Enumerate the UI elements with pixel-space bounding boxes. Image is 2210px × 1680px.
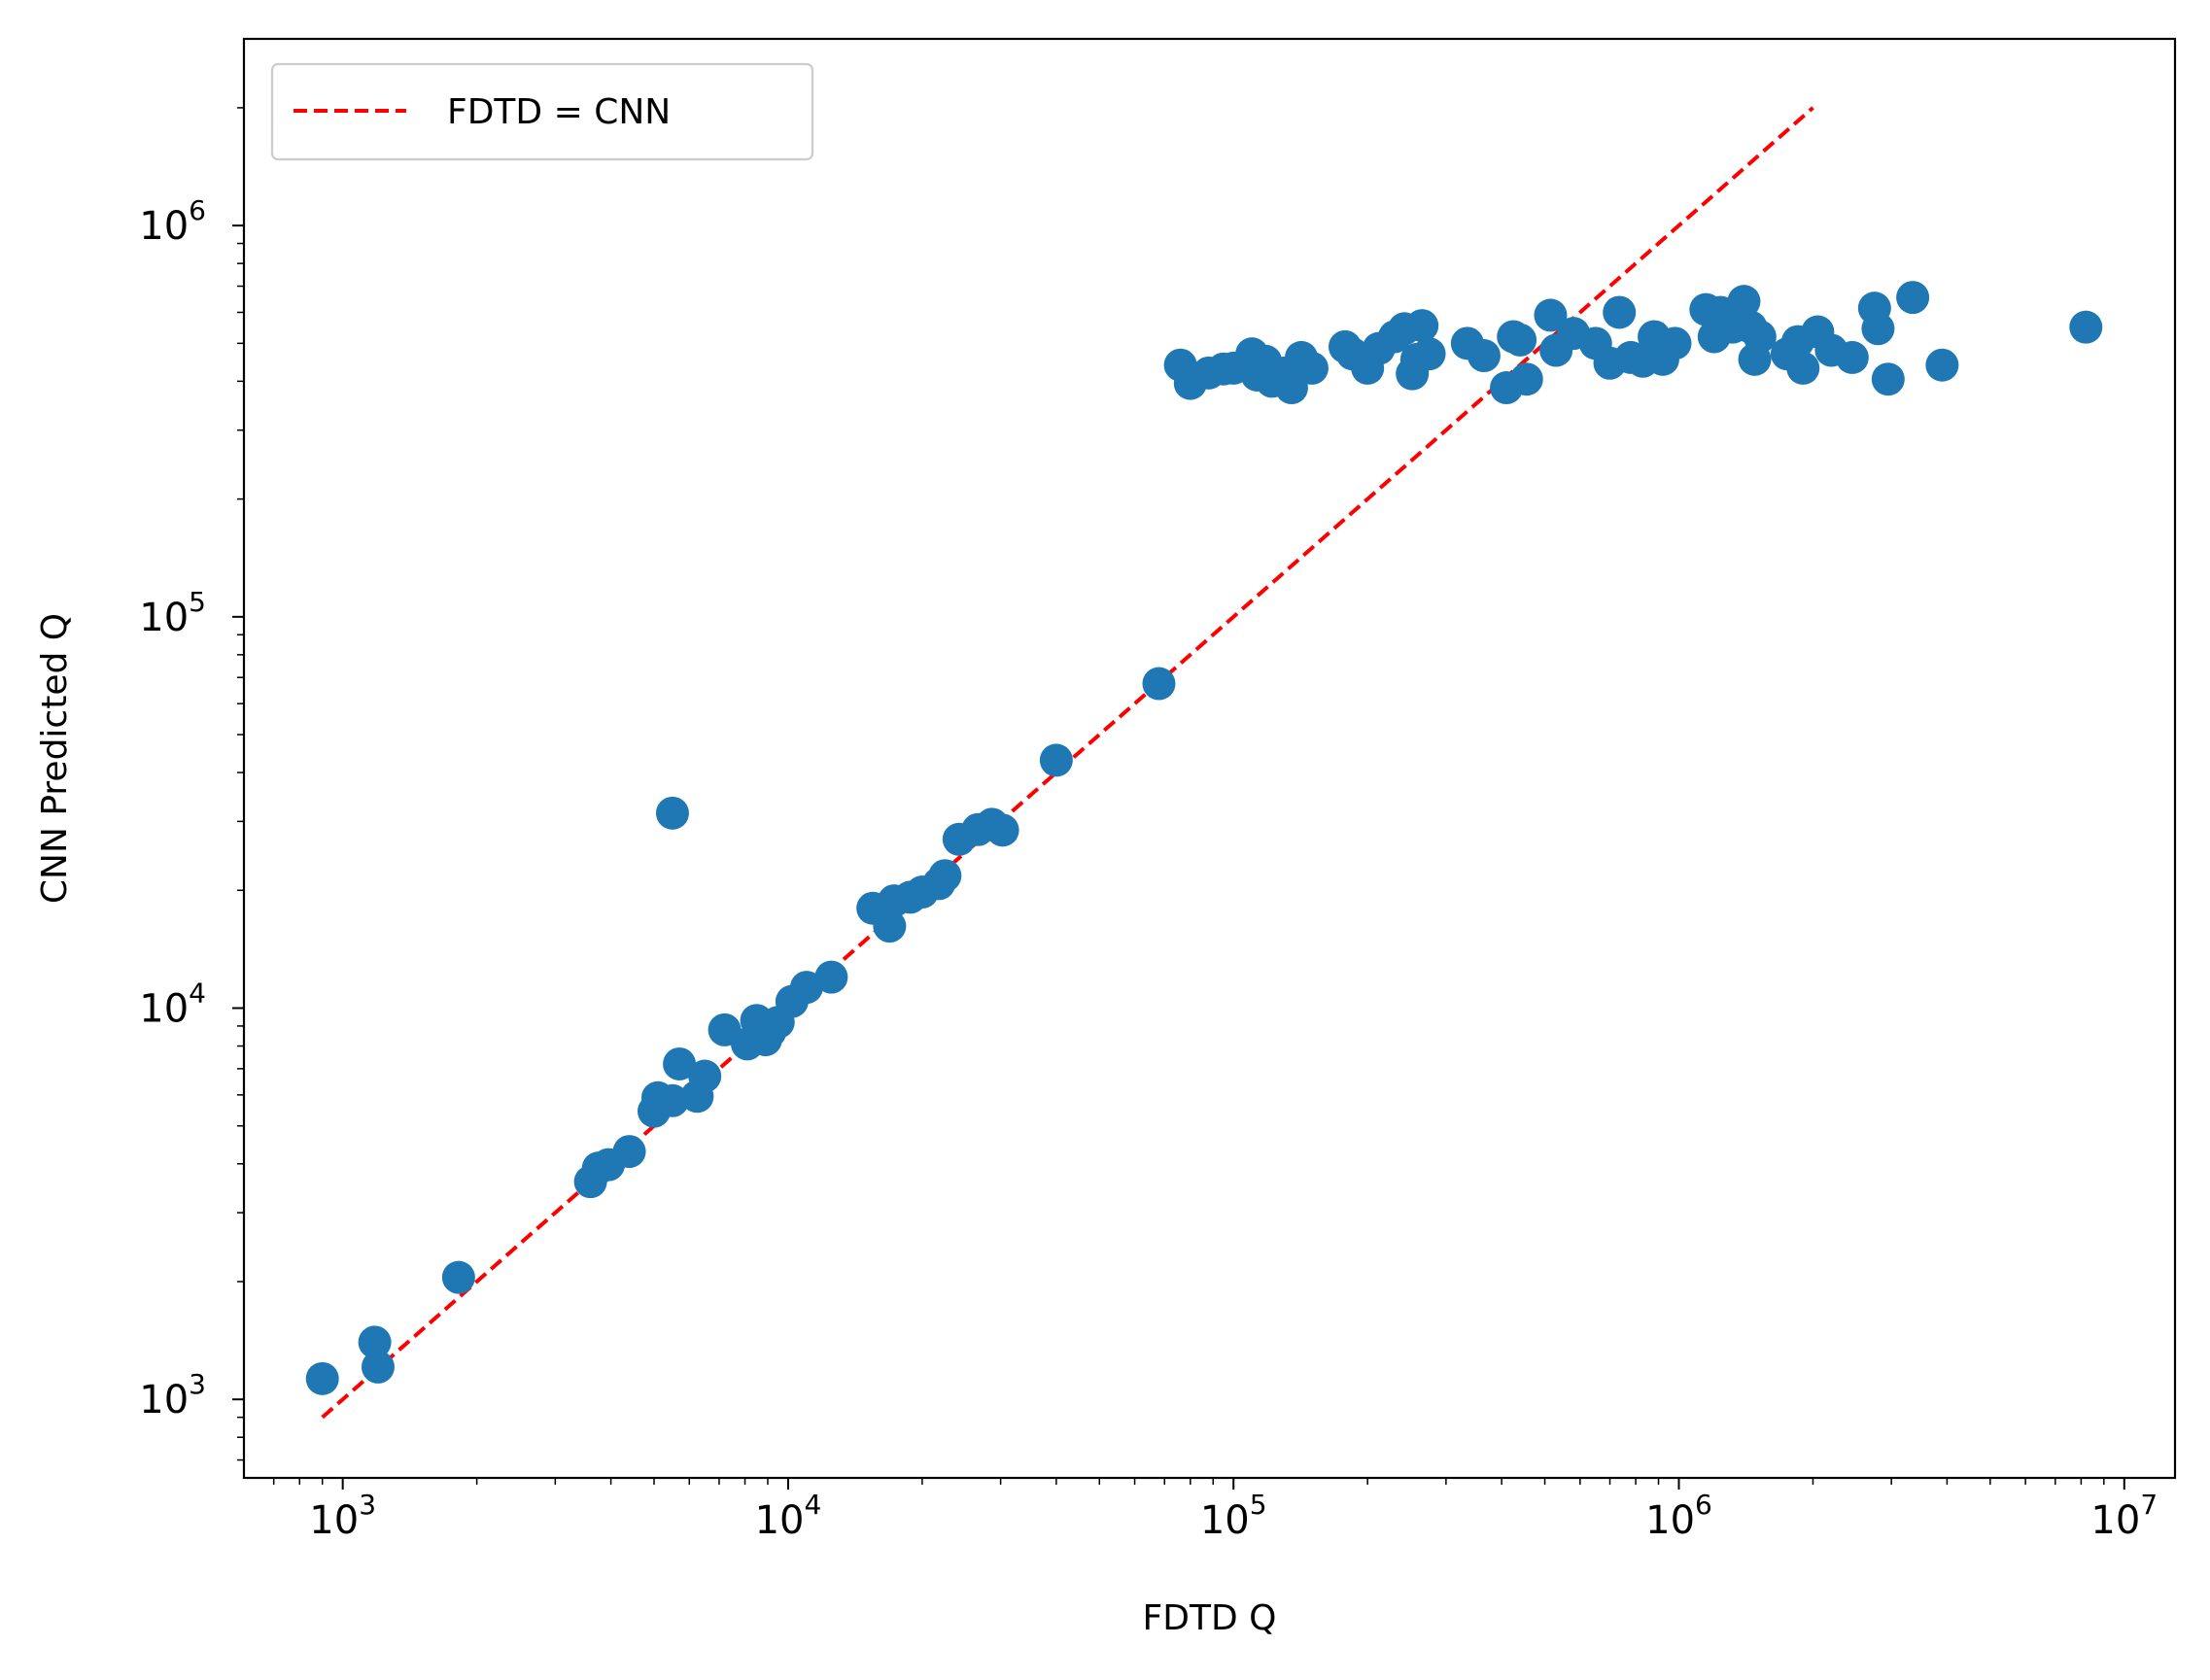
- data-point: [1509, 362, 1543, 396]
- data-point: [814, 960, 848, 994]
- data-point: [1295, 351, 1329, 385]
- x-tick-label: 107: [2090, 1489, 2158, 1543]
- y-tick-label-base: 10: [139, 204, 189, 249]
- data-point: [1274, 371, 1308, 405]
- data-point: [1658, 326, 1692, 360]
- y-tick-label-exponent: 3: [189, 1368, 206, 1400]
- x-tick-label-exponent: 3: [359, 1489, 376, 1521]
- y-tick-label-exponent: 5: [189, 586, 206, 618]
- x-tick-label-base: 10: [309, 1498, 359, 1543]
- x-tick-label-exponent: 7: [2140, 1489, 2158, 1521]
- data-point: [663, 1046, 697, 1080]
- data-point: [1039, 743, 1073, 777]
- y-tick-label: 103: [139, 1368, 206, 1423]
- data-point: [1534, 298, 1568, 332]
- legend: FDTD = CNN: [270, 62, 814, 161]
- data-point: [985, 813, 1019, 847]
- x-tick-label-exponent: 6: [1695, 1489, 1712, 1521]
- y-tick-label: 104: [139, 977, 206, 1032]
- data-point: [361, 1350, 395, 1384]
- data-point: [1412, 337, 1446, 371]
- y-tick-label: 106: [139, 194, 206, 249]
- x-tick-label: 106: [1645, 1489, 1712, 1543]
- data-point: [1786, 351, 1820, 385]
- data-point: [1503, 323, 1537, 357]
- scatter-points-layer: [305, 281, 2103, 1395]
- legend-box: [270, 62, 814, 161]
- data-point: [612, 1135, 646, 1169]
- data-point: [2069, 310, 2103, 344]
- data-point: [1835, 340, 1869, 374]
- data-point: [655, 1083, 689, 1117]
- y-tick-label-base: 10: [139, 596, 189, 640]
- legend-entry-label: FDTD = CNN: [447, 92, 671, 132]
- y-tick-label: 105: [139, 586, 206, 640]
- x-tick-label: 104: [755, 1489, 822, 1543]
- data-point: [1467, 339, 1501, 373]
- y-tick-label-base: 10: [139, 987, 189, 1032]
- x-axis-label: FDTD Q: [1143, 1598, 1277, 1638]
- y-axis-label: CNN Predicted Q: [35, 613, 75, 904]
- x-tick-label-exponent: 4: [804, 1489, 821, 1521]
- plot-area-frame: [242, 37, 2177, 1480]
- x-tick-label-base: 10: [1200, 1498, 1250, 1543]
- y-tick-label-exponent: 4: [189, 977, 206, 1010]
- data-point: [358, 1325, 392, 1359]
- data-point: [1603, 295, 1637, 329]
- x-tick-label: 103: [309, 1489, 376, 1543]
- data-point: [655, 796, 689, 830]
- data-point: [688, 1059, 722, 1093]
- data-point: [1861, 312, 1895, 346]
- data-point: [1871, 362, 1905, 396]
- x-tick-label-exponent: 5: [1250, 1489, 1267, 1521]
- data-point: [1727, 285, 1761, 319]
- data-point: [928, 859, 962, 893]
- y-tick-label-base: 10: [139, 1378, 189, 1423]
- x-tick-label-base: 10: [1645, 1498, 1695, 1543]
- data-point: [873, 909, 907, 943]
- data-point: [1896, 281, 1930, 315]
- x-tick-label-base: 10: [2090, 1498, 2140, 1543]
- data-point: [1142, 667, 1176, 701]
- data-point: [1743, 320, 1777, 354]
- data-point: [441, 1260, 475, 1294]
- data-point: [1925, 348, 1959, 382]
- y-tick-label-exponent: 6: [189, 194, 206, 226]
- data-point: [789, 971, 823, 1005]
- data-point: [305, 1361, 339, 1395]
- data-point: [1405, 309, 1439, 343]
- x-tick-label-base: 10: [755, 1498, 805, 1543]
- x-tick-label: 105: [1200, 1489, 1267, 1543]
